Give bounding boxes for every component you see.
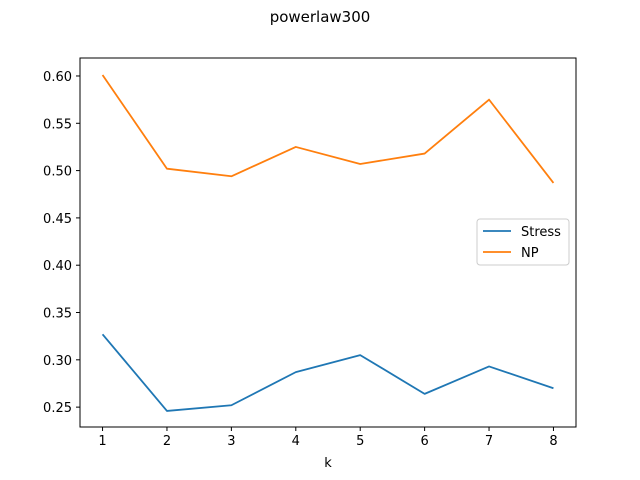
y-tick-label: 0.40 [43, 259, 72, 274]
series-line-np [101, 74, 555, 184]
y-tick-label: 0.60 [43, 70, 72, 85]
y-tick-label: 0.45 [43, 212, 72, 227]
x-tick-label: 5 [356, 434, 364, 449]
legend-label-stress: Stress [521, 225, 561, 240]
x-tick-label: 6 [420, 434, 428, 449]
x-axis-label: k [324, 456, 332, 471]
y-tick-label: 0.35 [43, 307, 72, 322]
series-lines [101, 74, 555, 412]
x-tick-label: 1 [98, 434, 106, 449]
x-tick-label: 7 [485, 434, 493, 449]
legend-label-np: NP [521, 246, 539, 261]
chart-title: powerlaw300 [270, 8, 371, 26]
y-tick-label: 0.55 [43, 117, 72, 132]
x-tick-label: 8 [549, 434, 557, 449]
x-tick-label: 4 [292, 434, 300, 449]
x-tick-label: 2 [163, 434, 171, 449]
legend: Stress NP [476, 218, 570, 266]
y-tick-label: 0.25 [43, 401, 72, 416]
x-tick-label: 3 [227, 434, 235, 449]
y-tick-label: 0.30 [43, 354, 72, 369]
series-line-stress [101, 333, 554, 412]
axis-ticks: 1 2 3 4 5 6 7 8 0.25 0.30 0.35 0.40 0.45 0.50 0.55 0.60 [43, 70, 558, 449]
y-tick-label: 0.50 [43, 165, 72, 180]
plot-frame [79, 57, 577, 428]
